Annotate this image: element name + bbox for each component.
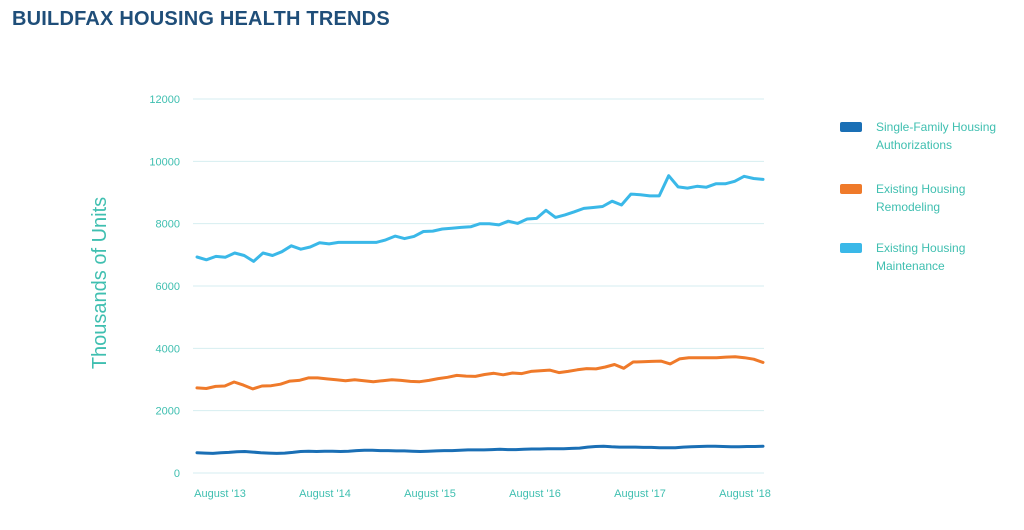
y-axis-ticks: 0 2000 4000 6000 8000 10000 12000 — [149, 94, 180, 480]
page-title: BUILDFAX HOUSING HEALTH TRENDS — [12, 8, 390, 30]
grid — [193, 98, 764, 474]
x-axis-ticks: August '13 August '14 August '15 August '16… — [194, 488, 771, 500]
legend-label: Existing Housing Maintenance — [876, 241, 966, 273]
x-tick-label: August '15 — [404, 488, 456, 500]
y-tick-label: 2000 — [156, 406, 180, 418]
series-line-single-family — [195, 444, 765, 455]
y-tick-label: 6000 — [156, 281, 180, 293]
series-lines — [195, 174, 765, 455]
legend-label: Single-Family Housing Authorizations — [876, 120, 997, 152]
x-tick-label: August '17 — [614, 488, 666, 500]
y-tick-label: 0 — [174, 468, 180, 480]
legend-swatch — [840, 184, 862, 194]
x-tick-label: August '13 — [194, 488, 246, 500]
x-tick-label: August '18 — [719, 488, 771, 500]
x-tick-label: August '16 — [509, 488, 561, 500]
legend-swatch — [840, 122, 862, 132]
series-line-maintenance — [195, 174, 765, 263]
y-tick-label: 10000 — [149, 156, 180, 168]
y-tick-label: 12000 — [149, 94, 180, 106]
y-tick-label: 8000 — [156, 219, 180, 231]
x-tick-label: August '14 — [299, 488, 351, 500]
series-line-remodeling — [195, 355, 765, 391]
y-tick-label: 4000 — [156, 343, 180, 355]
legend-label: Existing Housing Remodeling — [876, 182, 966, 214]
legend-swatch — [840, 243, 862, 253]
y-axis-label: Thousands of Units — [89, 197, 111, 369]
